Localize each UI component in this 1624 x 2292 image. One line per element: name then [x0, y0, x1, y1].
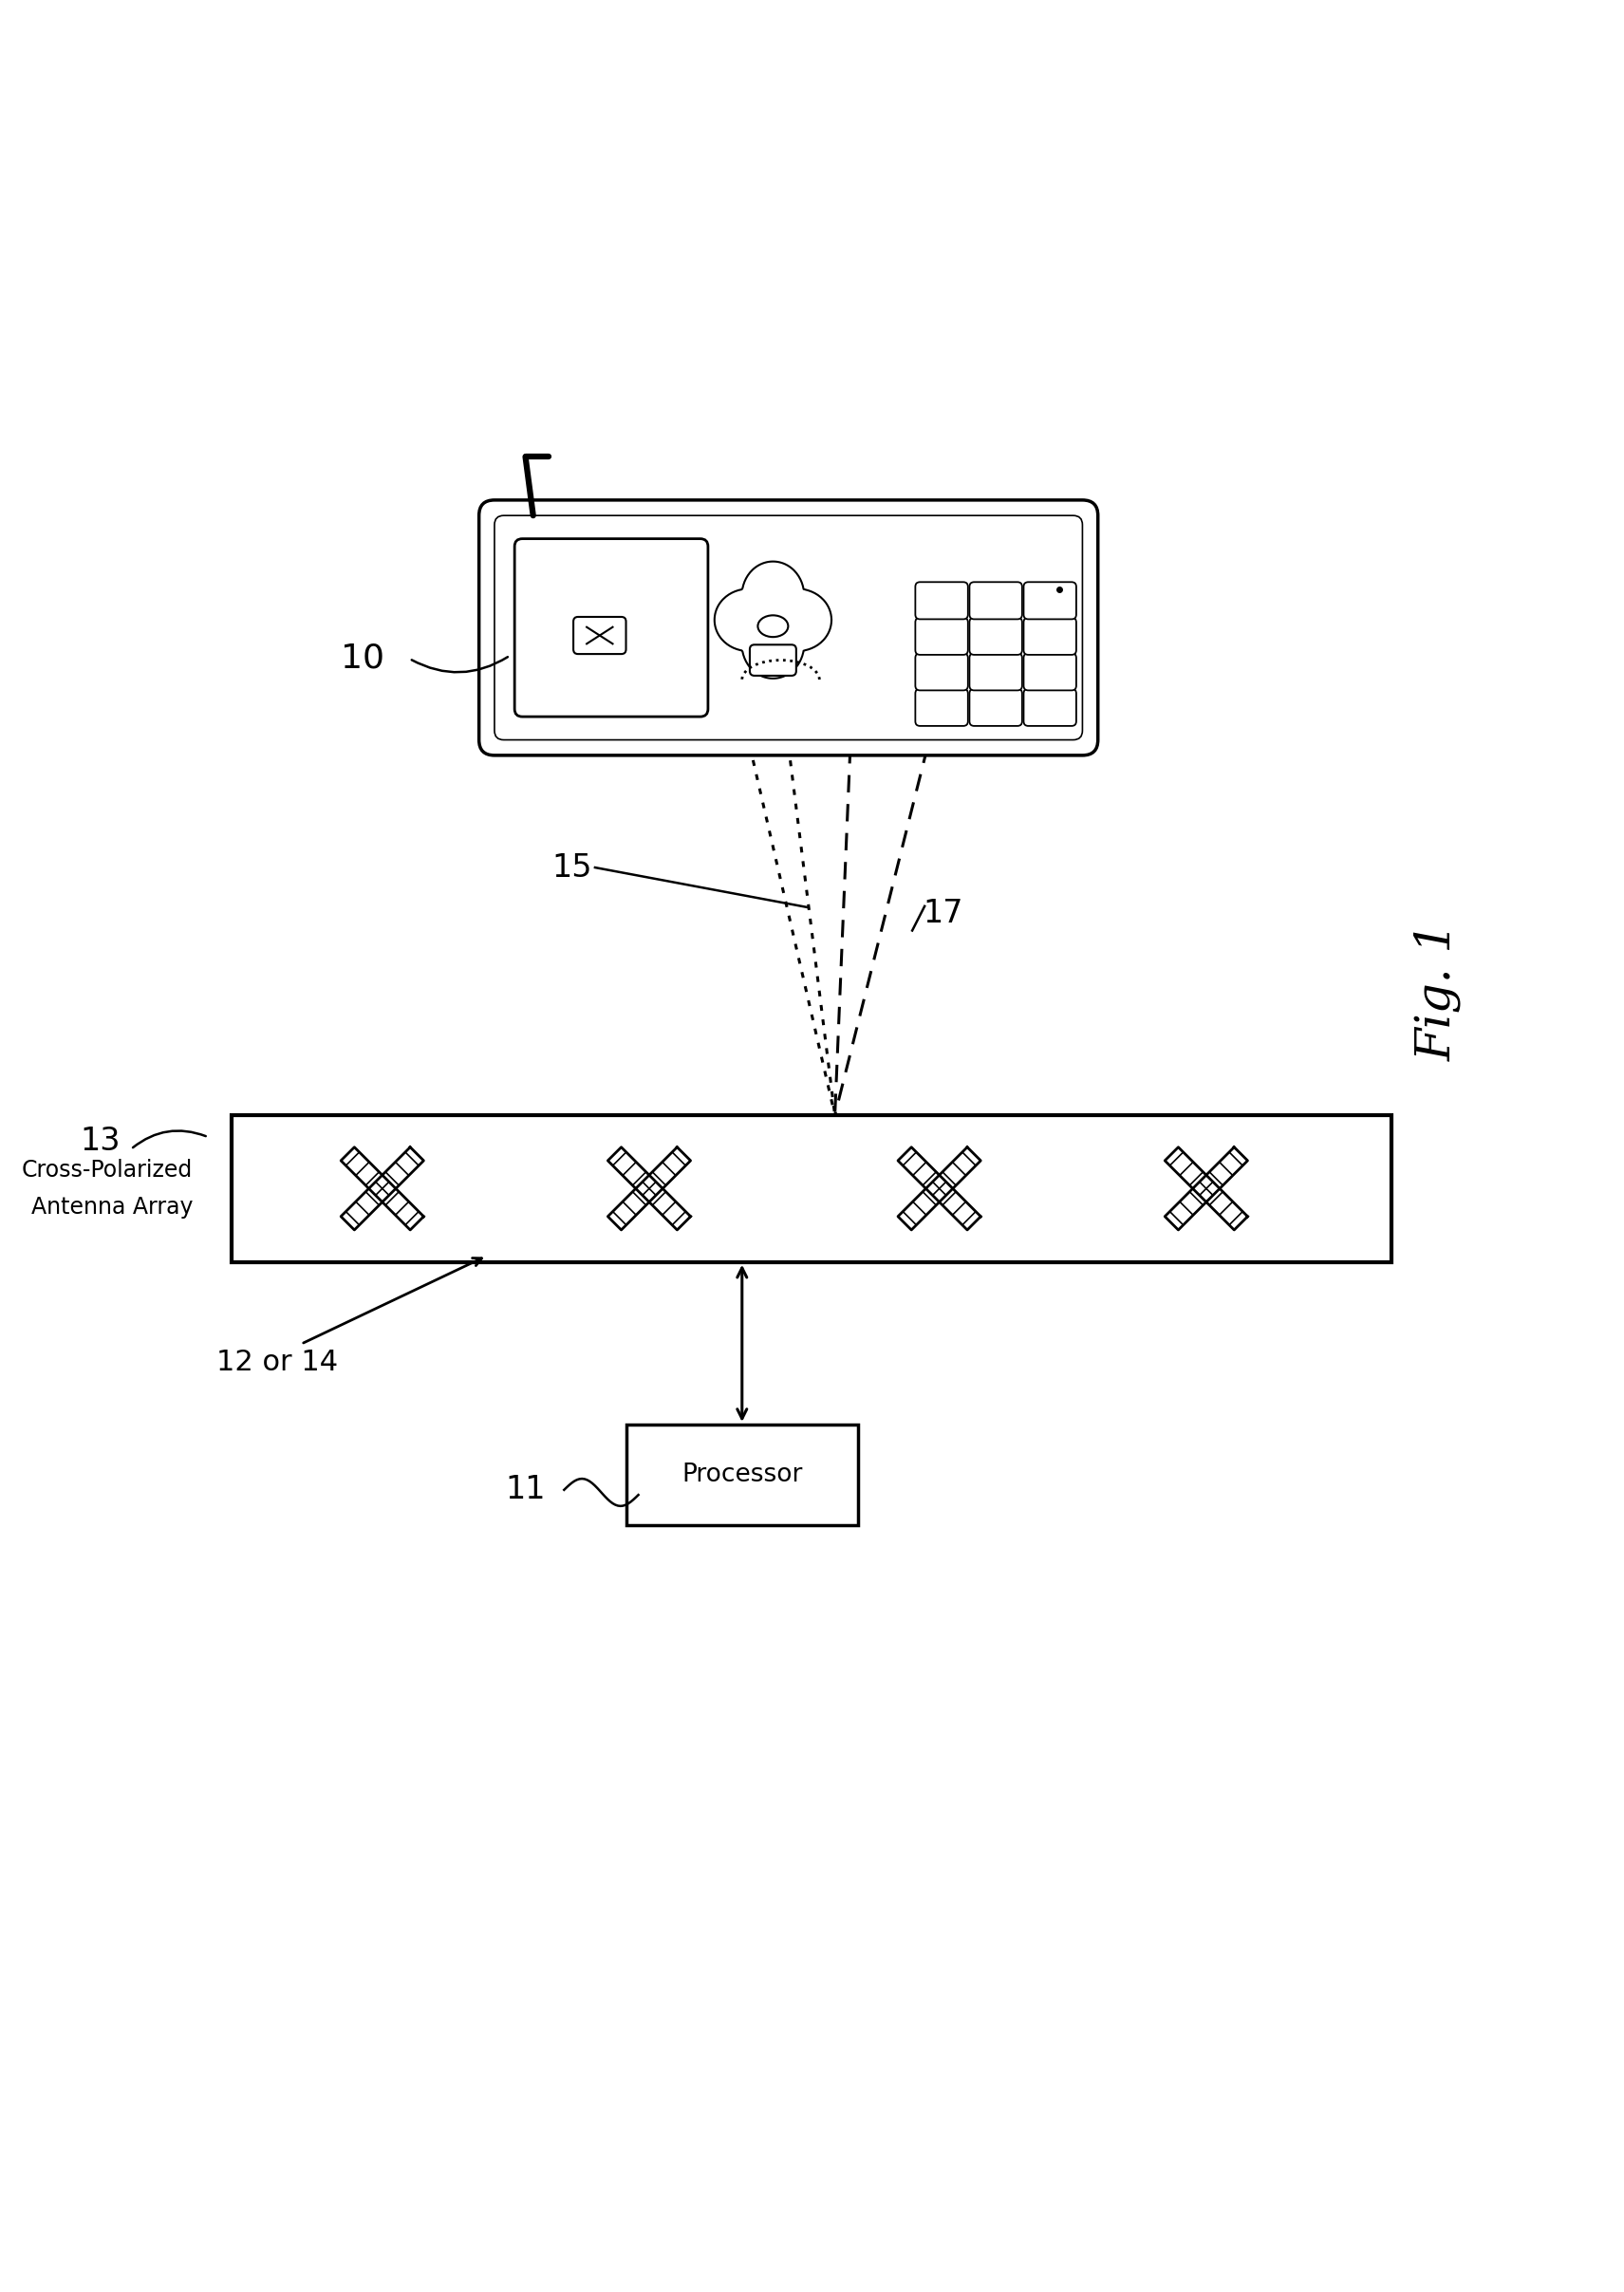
Bar: [625, 1426, 857, 1524]
FancyBboxPatch shape: [1023, 617, 1077, 656]
FancyBboxPatch shape: [479, 500, 1098, 756]
Text: 13: 13: [80, 1125, 120, 1157]
FancyBboxPatch shape: [750, 644, 796, 676]
FancyBboxPatch shape: [916, 582, 968, 619]
Text: 12 or 14: 12 or 14: [216, 1350, 338, 1377]
Text: Antenna Array: Antenna Array: [31, 1196, 193, 1219]
FancyBboxPatch shape: [970, 617, 1021, 656]
Polygon shape: [1164, 1148, 1247, 1231]
FancyBboxPatch shape: [970, 653, 1021, 690]
Polygon shape: [341, 1148, 424, 1231]
Polygon shape: [715, 562, 831, 678]
FancyBboxPatch shape: [515, 539, 708, 717]
Polygon shape: [898, 1148, 981, 1231]
FancyBboxPatch shape: [1023, 582, 1077, 619]
Text: Processor: Processor: [682, 1462, 802, 1488]
Text: 11: 11: [505, 1474, 546, 1506]
Text: 10: 10: [341, 642, 385, 674]
FancyBboxPatch shape: [916, 653, 968, 690]
FancyBboxPatch shape: [970, 582, 1021, 619]
Ellipse shape: [758, 614, 788, 637]
FancyBboxPatch shape: [1023, 653, 1077, 690]
FancyBboxPatch shape: [1023, 690, 1077, 727]
Text: Cross-Polarized: Cross-Polarized: [21, 1157, 193, 1180]
Text: Fig. 1: Fig. 1: [1415, 921, 1462, 1061]
Text: 15: 15: [552, 853, 593, 882]
FancyBboxPatch shape: [494, 516, 1083, 740]
FancyBboxPatch shape: [916, 690, 968, 727]
Polygon shape: [607, 1148, 690, 1231]
Text: 17: 17: [922, 898, 963, 931]
Polygon shape: [341, 1148, 424, 1231]
FancyBboxPatch shape: [916, 617, 968, 656]
Polygon shape: [1164, 1148, 1247, 1231]
FancyBboxPatch shape: [970, 690, 1021, 727]
Polygon shape: [898, 1148, 981, 1231]
Bar: [232, 1114, 1392, 1263]
FancyBboxPatch shape: [573, 617, 625, 653]
Polygon shape: [607, 1148, 690, 1231]
